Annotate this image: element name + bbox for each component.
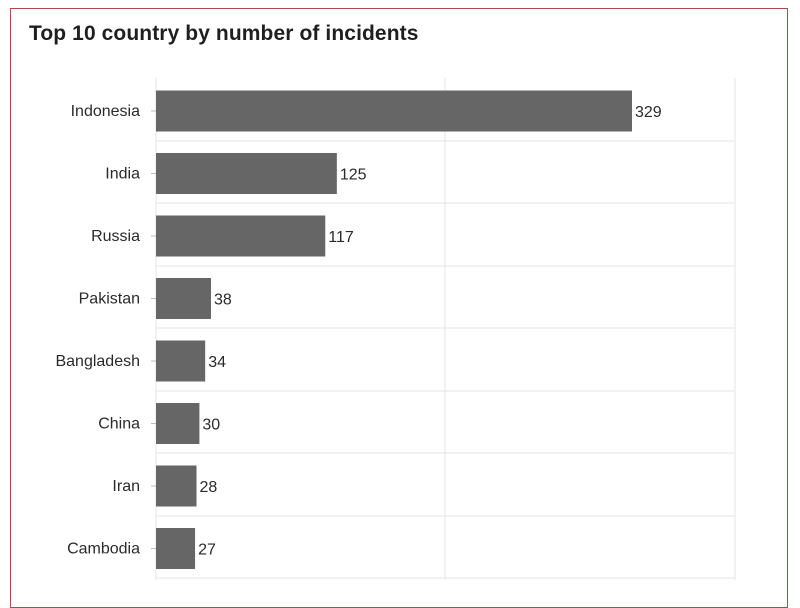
category-label: India — [105, 166, 140, 183]
bar[interactable] — [156, 90, 632, 132]
bar[interactable] — [156, 278, 211, 319]
category-label: Bangladesh — [55, 353, 140, 370]
category-label: Cambodia — [67, 541, 140, 558]
category-label: Russia — [91, 228, 140, 245]
value-label: 30 — [202, 417, 220, 434]
value-label: 34 — [208, 354, 226, 371]
value-label: 38 — [214, 292, 232, 309]
bar[interactable] — [156, 403, 200, 444]
value-label: 329 — [635, 104, 662, 121]
bar[interactable] — [156, 340, 206, 382]
category-label: Iran — [112, 478, 140, 495]
bar[interactable] — [156, 215, 326, 257]
bar[interactable] — [156, 465, 197, 507]
value-label: 27 — [198, 542, 216, 559]
value-label: 125 — [340, 167, 367, 184]
value-label: 28 — [200, 479, 218, 496]
bar[interactable] — [156, 153, 337, 194]
category-label: Pakistan — [79, 291, 140, 308]
category-label: China — [98, 416, 140, 433]
bar-chart: Indonesia 329 India 125 Russia 117 Pakistan 38 B… — [55, 78, 736, 580]
bar[interactable] — [156, 528, 196, 569]
value-label: 117 — [328, 229, 354, 246]
category-label: Indonesia — [71, 103, 140, 120]
chart-title: Top 10 country by number of incidents — [29, 22, 419, 45]
